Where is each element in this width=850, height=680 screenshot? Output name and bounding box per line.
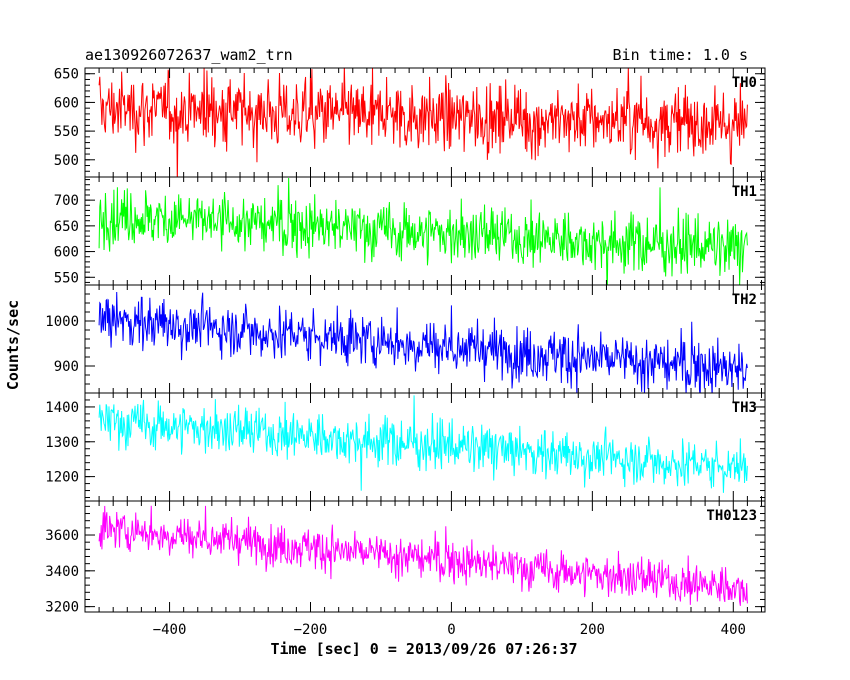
y-tick-label: 900 [54,359,79,375]
x-tick-label: 200 [580,622,605,638]
y-tick-label: 1200 [45,470,79,486]
panel-th1: 550 600 650 700 TH1 [54,176,766,286]
series-trace-th2 [98,291,748,393]
y-tick-label: 700 [54,193,79,209]
y-tick-label: 500 [54,153,79,169]
panel-frame [84,392,766,502]
panel-label-th1: TH1 [732,184,757,200]
x-tick-label: 400 [721,622,746,638]
x-axis-title: Time [sec] 0 = 2013/09/26 07:26:37 [270,640,577,658]
y-tick-label: 1400 [45,400,79,416]
series-trace-th0 [98,68,748,177]
y-tick-label: 3600 [45,528,79,544]
y-tick-label: 600 [54,95,79,111]
y-tick-label: 1300 [45,435,79,451]
y-tick-label: 3400 [45,564,79,580]
y-tick-label: 600 [54,245,79,261]
chart-title: ae130926072637_wam2_trn [85,46,293,64]
y-tick-label: 550 [54,270,79,286]
panel-th3: 1200 1300 1400 TH3 [45,392,766,502]
series-trace-th3 [98,395,748,493]
x-tick-label: −400 [153,622,187,638]
x-tick-label: −200 [294,622,328,638]
panel-th0123: 3200 3400 3600 TH0123 [45,500,766,616]
bin-time-label: Bin time: 1.0 s [613,46,748,64]
panel-label-th0123: TH0123 [706,508,757,524]
x-tick-label: 0 [447,622,455,638]
y-tick-label: 3200 [45,600,79,616]
y-tick-label: 550 [54,124,79,140]
y-tick-label: 650 [54,219,79,235]
series-trace-th1 [98,178,748,285]
panel-label-th0: TH0 [732,75,757,91]
x-axis-labels: −400 −200 0 200 400 [153,622,746,638]
y-tick-label: 1000 [45,314,79,330]
series-trace-th0123 [98,505,748,606]
panel-th2: 900 1000 TH2 [45,284,766,394]
panel-label-th2: TH2 [732,292,757,308]
panel-label-th3: TH3 [732,400,757,416]
y-axis-title: Counts/sec [4,300,22,390]
panel-th0: 500 550 600 650 TH0 [54,67,766,178]
panels: 500 550 600 650 TH0 550 600 650 700 TH1 900 1000 TH2… [45,67,766,638]
y-tick-label: 650 [54,67,79,83]
